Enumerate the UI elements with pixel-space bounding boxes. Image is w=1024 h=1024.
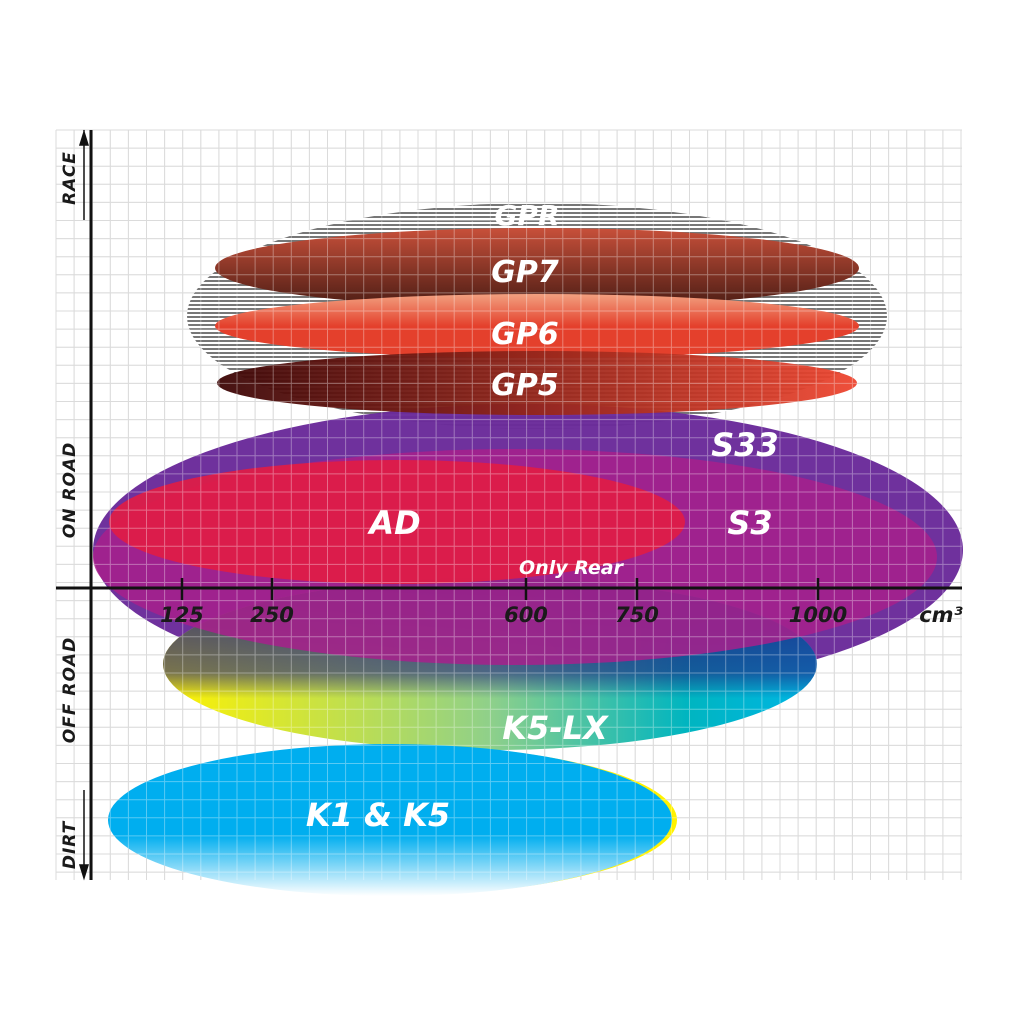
tire-label: GP6 [491, 317, 559, 352]
tire-label: AD [366, 504, 420, 542]
tire-label: K1 & K5 [306, 796, 450, 834]
arrow-up-icon [78, 129, 90, 220]
tire-label: Only Rear [519, 557, 625, 579]
y-category-label: ON ROAD [60, 442, 80, 538]
y-category-label: OFF ROAD [60, 637, 80, 743]
tire-label: K5-LX [502, 709, 609, 747]
x-tick-label: 250 [250, 603, 294, 627]
tire-label: S3 [727, 504, 772, 542]
tire-label: GPR [494, 199, 559, 232]
x-unit-label: cm³ [919, 603, 963, 627]
axes: 125 250 600 750 1000 cm³ RACE ON ROAD OFF ROAD DI… [56, 129, 963, 881]
tire-label: GP5 [491, 368, 559, 403]
tire-k1k5-area [108, 744, 672, 896]
arrow-down-icon [78, 790, 90, 881]
tire-label: GP7 [491, 255, 559, 290]
x-tick-label: 600 [504, 603, 548, 627]
tire-gp7-area [215, 228, 859, 308]
x-tick-label: 750 [615, 603, 659, 627]
tire-ad-area [109, 460, 685, 584]
x-tick-label: 125 [160, 603, 204, 627]
x-tick-label: 1000 [789, 603, 847, 627]
y-category-label: RACE [60, 151, 80, 205]
tire-gp5-area [217, 351, 857, 415]
tire-label: S33 [711, 426, 779, 464]
tire-gp6-area [215, 294, 859, 358]
y-category-label: DIRT [60, 820, 80, 869]
